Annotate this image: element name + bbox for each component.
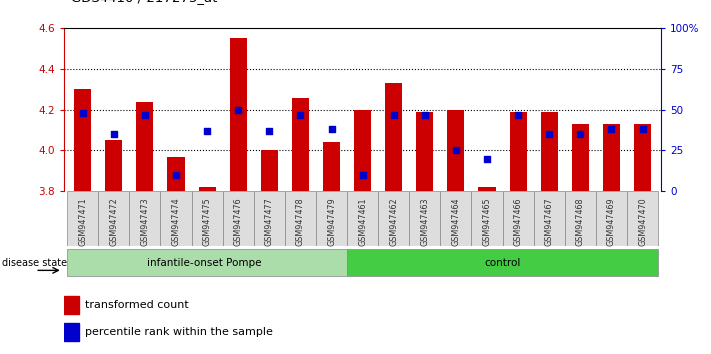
- Text: GSM947479: GSM947479: [327, 198, 336, 246]
- Bar: [510, 112, 527, 191]
- Point: [388, 112, 400, 118]
- Bar: [627, 191, 658, 246]
- Bar: [440, 191, 471, 246]
- Point: [637, 126, 648, 132]
- Bar: [347, 249, 658, 276]
- Text: GSM947468: GSM947468: [576, 198, 585, 246]
- Text: GDS4410 / 217275_at: GDS4410 / 217275_at: [71, 0, 218, 4]
- Bar: [323, 142, 340, 191]
- Bar: [67, 249, 347, 276]
- Text: GSM947466: GSM947466: [513, 198, 523, 246]
- Bar: [347, 191, 378, 246]
- Text: GSM947464: GSM947464: [451, 198, 461, 246]
- Text: control: control: [484, 258, 520, 268]
- Bar: [534, 191, 565, 246]
- Text: GSM947474: GSM947474: [171, 198, 181, 246]
- Point: [77, 110, 88, 116]
- Text: percentile rank within the sample: percentile rank within the sample: [85, 327, 273, 337]
- Point: [513, 112, 524, 118]
- Point: [294, 112, 306, 118]
- Point: [201, 128, 213, 134]
- Bar: [540, 112, 558, 191]
- Bar: [596, 191, 627, 246]
- Text: GSM947478: GSM947478: [296, 198, 305, 246]
- Bar: [230, 39, 247, 191]
- Point: [606, 126, 617, 132]
- Bar: [316, 191, 347, 246]
- Point: [232, 107, 244, 113]
- Bar: [64, 323, 79, 341]
- Point: [108, 131, 119, 137]
- Text: GSM947467: GSM947467: [545, 198, 554, 246]
- Bar: [67, 191, 98, 246]
- Bar: [479, 187, 496, 191]
- Text: GSM947462: GSM947462: [389, 198, 398, 246]
- Bar: [167, 156, 185, 191]
- Point: [357, 172, 368, 178]
- Bar: [572, 124, 589, 191]
- Bar: [565, 191, 596, 246]
- Text: GSM947476: GSM947476: [234, 198, 242, 246]
- Bar: [198, 187, 215, 191]
- Bar: [378, 191, 410, 246]
- Bar: [447, 110, 464, 191]
- Bar: [129, 191, 161, 246]
- Text: infantile-onset Pompe: infantile-onset Pompe: [146, 258, 261, 268]
- Text: GSM947469: GSM947469: [607, 198, 616, 246]
- Bar: [223, 191, 254, 246]
- Point: [139, 112, 151, 118]
- Text: GSM947472: GSM947472: [109, 198, 118, 246]
- Text: GSM947475: GSM947475: [203, 198, 212, 246]
- Text: GSM947470: GSM947470: [638, 198, 647, 246]
- Text: GSM947473: GSM947473: [140, 198, 149, 246]
- Bar: [98, 191, 129, 246]
- Bar: [503, 191, 534, 246]
- Text: GSM947477: GSM947477: [264, 198, 274, 246]
- Bar: [285, 191, 316, 246]
- Bar: [161, 191, 191, 246]
- Text: transformed count: transformed count: [85, 300, 188, 310]
- Bar: [191, 191, 223, 246]
- Point: [574, 131, 586, 137]
- Bar: [261, 150, 278, 191]
- Bar: [634, 124, 651, 191]
- Point: [170, 172, 181, 178]
- Bar: [64, 296, 79, 314]
- Text: GSM947461: GSM947461: [358, 198, 367, 246]
- Point: [543, 131, 555, 137]
- Point: [419, 112, 430, 118]
- Text: GSM947471: GSM947471: [78, 198, 87, 246]
- Bar: [385, 83, 402, 191]
- Bar: [105, 140, 122, 191]
- Bar: [254, 191, 285, 246]
- Bar: [292, 97, 309, 191]
- Bar: [74, 89, 91, 191]
- Bar: [603, 124, 620, 191]
- Bar: [471, 191, 503, 246]
- Point: [481, 156, 493, 161]
- Text: GSM947463: GSM947463: [420, 198, 429, 246]
- Text: disease state: disease state: [2, 258, 68, 268]
- Bar: [354, 110, 371, 191]
- Bar: [410, 191, 440, 246]
- Point: [450, 148, 461, 153]
- Point: [264, 128, 275, 134]
- Point: [326, 126, 337, 132]
- Text: GSM947465: GSM947465: [483, 198, 491, 246]
- Bar: [137, 102, 154, 191]
- Bar: [416, 112, 434, 191]
